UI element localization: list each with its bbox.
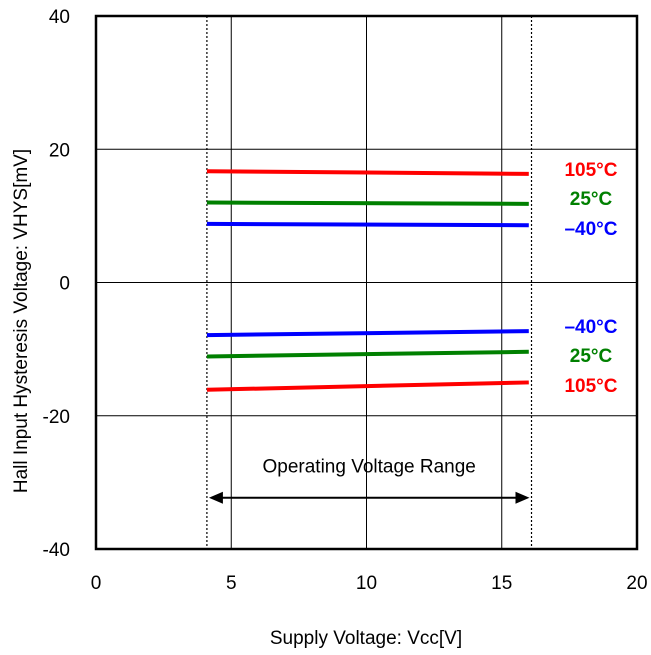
plot-frame: [94, 14, 639, 551]
series-line: [206, 329, 529, 338]
arrow-head-right: [515, 491, 530, 504]
y-tick-label: 20: [49, 140, 70, 161]
series-line: [206, 349, 529, 359]
series-lines: [206, 169, 529, 392]
series-label: 105°C: [564, 160, 617, 181]
series-labels: 105°C 25°C –40°C –40°C 25°C 105°C: [564, 160, 617, 397]
series-line: [206, 200, 529, 206]
series-line: [206, 169, 529, 176]
series-label: –40°C: [564, 317, 617, 338]
operating-range: [206, 16, 533, 549]
y-tick-label: -40: [43, 540, 70, 561]
x-tick-label: 10: [356, 573, 377, 594]
series-label: 25°C: [570, 346, 613, 367]
y-tick-labels: 40 20 0 -20 -40: [43, 7, 70, 561]
operating-range-label: Operating Voltage Range: [263, 456, 476, 477]
x-axis-label: Supply Voltage: Vcc[V]: [270, 628, 462, 649]
y-tick-label: 40: [49, 7, 70, 28]
series-label: –40°C: [564, 219, 617, 240]
y-axis-label: Hall Input Hysteresis Voltage: VHYS[mV]: [11, 149, 32, 493]
series-line: [206, 380, 529, 392]
series-label: 25°C: [570, 189, 613, 210]
x-tick-label: 5: [226, 573, 237, 594]
x-tick-label: 20: [626, 573, 647, 594]
series-line: [206, 221, 529, 228]
x-tick-labels: 0 5 10 15 20: [91, 573, 648, 594]
y-tick-label: 0: [59, 274, 70, 295]
x-tick-label: 0: [91, 573, 102, 594]
x-tick-label: 15: [491, 573, 512, 594]
arrow-head-left: [208, 491, 223, 504]
grid: [96, 16, 637, 549]
y-tick-label: -20: [43, 407, 70, 428]
series-label: 105°C: [564, 376, 617, 397]
